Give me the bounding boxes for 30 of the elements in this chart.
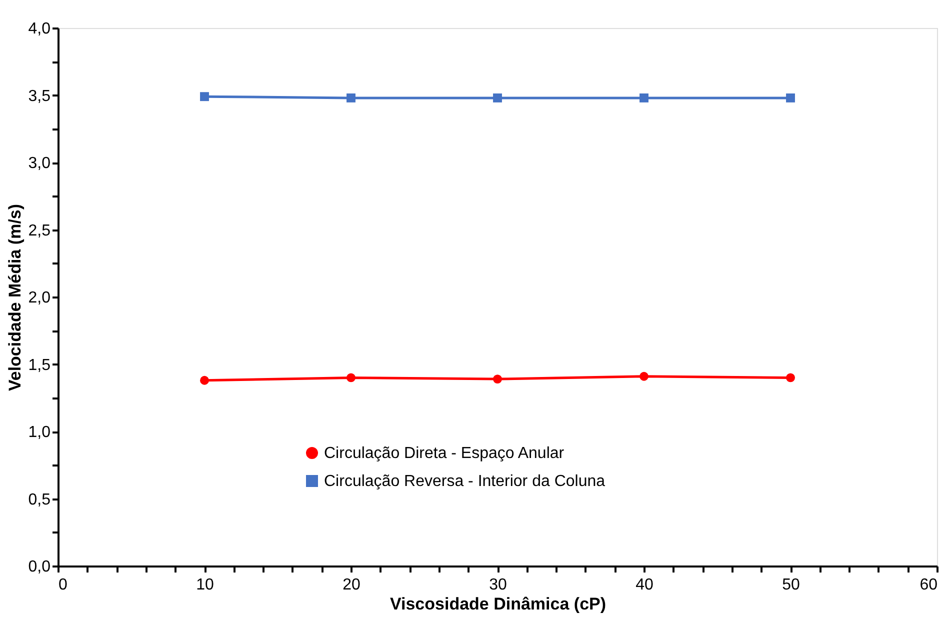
- x-tick-label: 60: [920, 576, 938, 594]
- x-tick-label: 0: [58, 576, 68, 594]
- x-axis-title: Viscosidade Dinâmica (cP): [390, 594, 606, 614]
- y-tick-label: 4,0: [28, 20, 51, 38]
- point: [493, 93, 502, 102]
- point: [200, 92, 209, 102]
- x-tick-label: 40: [636, 576, 654, 594]
- point: [346, 93, 356, 102]
- y-tick-label: 0,5: [28, 491, 51, 508]
- x-tick-label: 30: [489, 576, 507, 594]
- point: [786, 93, 795, 102]
- point: [346, 373, 356, 382]
- x-tick-label: 20: [342, 576, 360, 594]
- y-tick-label: 2,0: [28, 290, 51, 306]
- point: [200, 376, 209, 385]
- point: [640, 93, 648, 102]
- y-tick-label: 3,0: [28, 155, 51, 172]
- y-tick-label: 3,5: [28, 88, 51, 105]
- legend-label: Circulação Reversa - Interior da Coluna: [324, 473, 606, 490]
- y-tick-label: 1,5: [28, 356, 51, 374]
- y-tick-label: 2,5: [28, 222, 51, 240]
- legend-label: Circulação Direta - Espaço Anular: [324, 445, 565, 462]
- y-axis-title: Velocidade Média (m/s): [5, 204, 24, 392]
- x-tick-label: 10: [196, 576, 214, 594]
- point: [493, 374, 502, 384]
- y-tick-label: 1,0: [28, 424, 51, 441]
- point: [640, 372, 648, 381]
- point: [786, 373, 795, 382]
- y-tick-label: 0,0: [28, 558, 51, 576]
- x-tick-label: 50: [782, 576, 800, 594]
